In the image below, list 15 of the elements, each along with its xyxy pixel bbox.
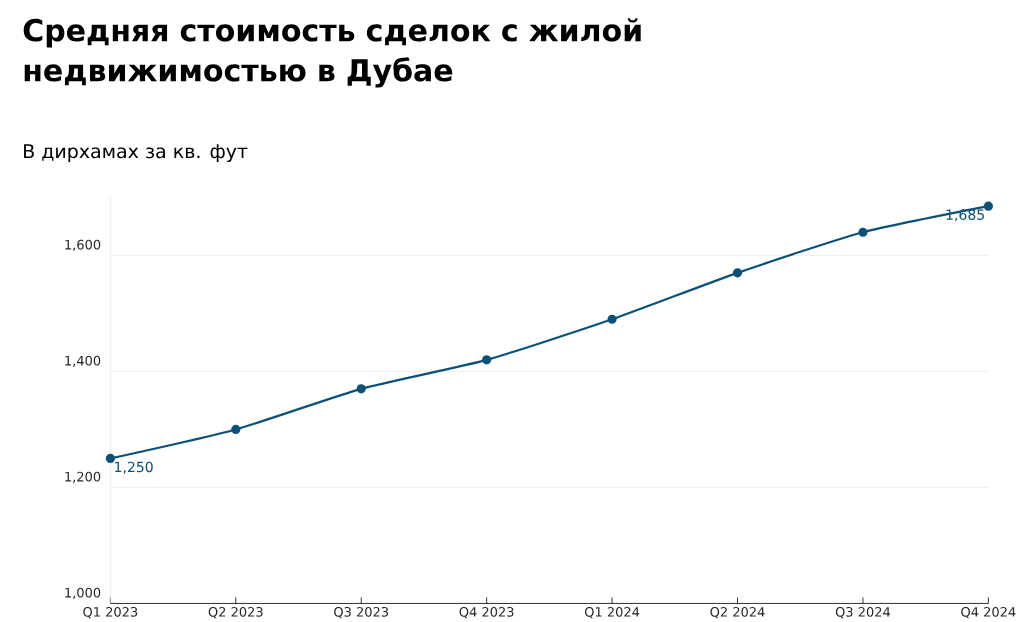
- x-tick-label: Q2 2023: [208, 606, 263, 619]
- chart-title: Средняя стоимость сделок с жилой недвижимостью в Дубае: [23, 18, 641, 88]
- x-tick-label: Q3 2023: [334, 606, 389, 619]
- x-tick-label: Q1 2023: [83, 606, 138, 619]
- x-tick-label: Q2 2024: [710, 606, 765, 619]
- x-tick-label: Q4 2023: [459, 606, 514, 619]
- y-tick-label: 1,000: [65, 587, 101, 599]
- x-tick-label: Q3 2024: [835, 606, 891, 619]
- x-tick-label: Q4 2024: [961, 606, 1016, 619]
- y-tick-label: 1,600: [65, 239, 101, 251]
- y-tick-label: 1,400: [65, 355, 101, 367]
- x-tick-label: Q1 2024: [584, 606, 640, 619]
- chart-subtitle: В дирхамах за кв. фут: [24, 144, 248, 162]
- data-label: 1,250: [115, 461, 153, 474]
- y-tick-label: 1,200: [65, 471, 101, 483]
